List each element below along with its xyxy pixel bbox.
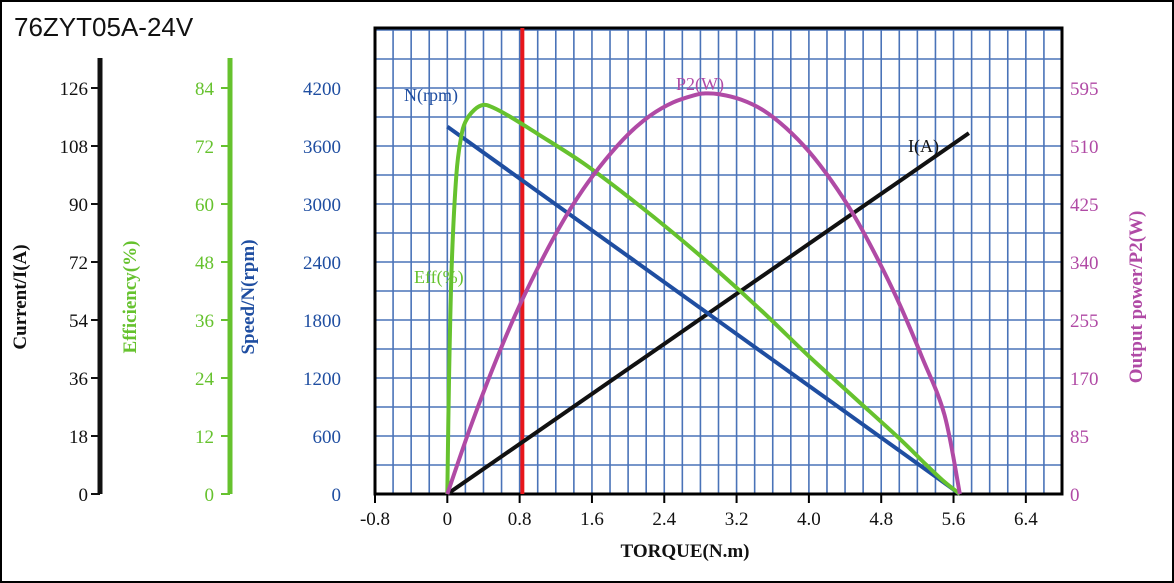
power-tick-label: 595 <box>1070 79 1099 100</box>
x-tick-label: 0.8 <box>508 509 532 530</box>
efficiency-tick-label: 84 <box>195 79 215 100</box>
current-tick-label: 0 <box>79 485 89 506</box>
series-line-efficiency <box>445 102 962 496</box>
speed-axis-title: Speed/N(rpm) <box>238 239 259 354</box>
speed-tick-label: 0 <box>332 485 342 506</box>
series-line-power <box>445 91 962 495</box>
x-axis-title: TORQUE(N.m) <box>621 541 750 562</box>
speed-tick-label: 1800 <box>303 311 341 332</box>
efficiency-tick-label: 0 <box>205 485 215 506</box>
series-label-power: P2(W) <box>676 74 724 95</box>
plot-area: -0.8 0 0.8 1.6 2.4 3.2 4.0 4.8 5.6 6.4 0 18 36 54 72 90… <box>10 26 1147 530</box>
current-tick-label: 108 <box>60 137 89 158</box>
current-tick-label: 36 <box>69 369 88 390</box>
speed-tick-label: 1200 <box>303 369 341 390</box>
power-tick-label: 340 <box>1070 253 1099 274</box>
series-label-efficiency: Eff(%) <box>414 267 464 288</box>
power-tick-label: 85 <box>1070 427 1089 448</box>
power-tick-label: 255 <box>1070 311 1099 332</box>
efficiency-tick-label: 72 <box>195 137 214 158</box>
power-tick-label: 510 <box>1070 137 1099 158</box>
current-axis-title: Current/I(A) <box>10 244 31 349</box>
x-tick-label: 5.6 <box>942 509 966 530</box>
speed-tick-label: 3000 <box>303 195 341 216</box>
current-tick-label: 54 <box>69 311 89 332</box>
efficiency-tick-label: 24 <box>195 369 215 390</box>
power-tick-label: 170 <box>1070 369 1099 390</box>
x-tick-label: 3.2 <box>725 509 749 530</box>
x-tick-label: -0.8 <box>360 509 390 530</box>
speed-tick-label: 3600 <box>303 137 341 158</box>
x-tick-label: 0 <box>443 509 453 530</box>
speed-tick-label: 4200 <box>303 79 341 100</box>
power-tick-label: 0 <box>1070 485 1080 506</box>
x-tick-label: 6.4 <box>1014 509 1038 530</box>
chart-title: 76ZYT05A-24V <box>14 12 194 42</box>
speed-tick-label: 600 <box>313 427 342 448</box>
efficiency-tick-label: 48 <box>195 253 214 274</box>
x-tick-label: 4.8 <box>869 509 893 530</box>
current-tick-label: 126 <box>60 79 89 100</box>
series-line-speed <box>446 125 962 496</box>
current-tick-label: 72 <box>69 253 88 274</box>
series-label-speed: N(rpm) <box>404 85 458 106</box>
plot-frame <box>373 26 1064 496</box>
x-tick-label: 1.6 <box>580 509 604 530</box>
x-tick-label: 2.4 <box>652 509 676 530</box>
efficiency-tick-label: 36 <box>195 311 214 332</box>
efficiency-tick-label: 12 <box>195 427 214 448</box>
power-tick-label: 425 <box>1070 195 1099 216</box>
power-axis-title: Output power/P2(W) <box>1126 211 1147 384</box>
current-tick-label: 18 <box>69 427 88 448</box>
series-label-current: I(A) <box>908 136 939 157</box>
speed-tick-label: 2400 <box>303 253 341 274</box>
efficiency-tick-label: 60 <box>195 195 214 216</box>
efficiency-axis-title: Efficiency(%) <box>120 241 141 354</box>
current-tick-label: 90 <box>69 195 88 216</box>
x-tick-label: 4.0 <box>797 509 821 530</box>
